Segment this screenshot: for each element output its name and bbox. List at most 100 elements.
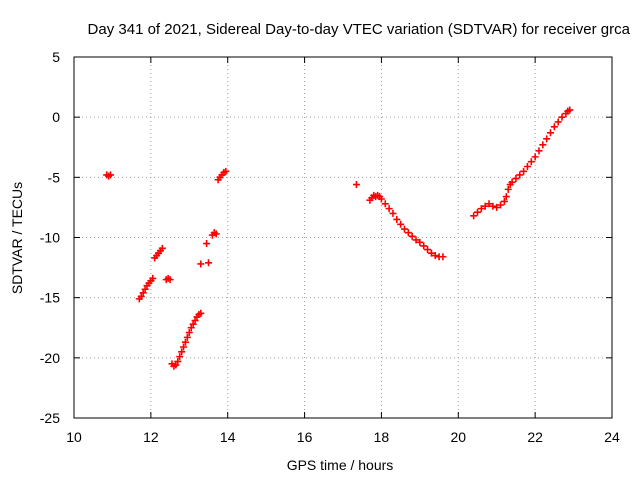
data-point <box>185 329 193 337</box>
data-point <box>531 153 539 161</box>
data-point <box>187 324 195 332</box>
chart-title: Day 341 of 2021, Sidereal Day-to-day VTE… <box>88 21 631 38</box>
data-point <box>205 259 212 267</box>
data-point <box>566 106 574 114</box>
y-tick-label: -15 <box>40 290 60 306</box>
data-point <box>178 348 186 356</box>
data-point <box>554 118 562 126</box>
data-point <box>174 357 182 365</box>
data-point <box>481 202 489 210</box>
data-point <box>543 135 551 143</box>
series-seg10 <box>366 191 447 261</box>
data-point <box>550 123 558 131</box>
data-point <box>352 181 360 189</box>
data-point <box>397 220 405 228</box>
data-point <box>107 171 115 179</box>
data-point <box>139 289 147 297</box>
data-point <box>427 249 435 257</box>
data-point <box>527 158 535 166</box>
data-point <box>516 171 524 179</box>
data-point <box>393 215 401 223</box>
series-seg4 <box>162 274 174 284</box>
data-point <box>400 225 408 233</box>
y-tick-label: 5 <box>52 49 60 65</box>
data-point <box>431 252 439 260</box>
data-point <box>470 212 478 220</box>
axis-ticks: 10 12 14 16 18 20 22 24 5 0 -5 -10 -15 -20 -25 <box>40 49 620 445</box>
data-point <box>477 205 485 213</box>
data-point <box>502 193 510 201</box>
y-tick-label: -25 <box>40 410 60 426</box>
series-seg2 <box>135 274 157 303</box>
data-point <box>404 229 412 237</box>
y-tick-label: -5 <box>48 169 61 185</box>
data-point <box>420 242 428 250</box>
data-point <box>512 175 520 183</box>
data-point <box>523 163 531 171</box>
data-point <box>504 185 512 193</box>
data-point <box>424 246 432 254</box>
y-tick-label: -10 <box>40 230 60 246</box>
data-point <box>385 205 393 213</box>
data-point <box>141 285 149 293</box>
data-point <box>497 201 505 209</box>
series-seg9 <box>352 181 360 189</box>
data-point <box>189 320 197 328</box>
data-point <box>489 202 497 210</box>
data-point <box>166 276 174 284</box>
data-point <box>474 208 481 216</box>
data-point <box>389 209 397 217</box>
series-seg6 <box>197 240 212 268</box>
series-seg7 <box>208 229 220 239</box>
data-point <box>183 333 191 341</box>
data-point <box>381 200 389 208</box>
x-tick-label: 10 <box>66 429 82 445</box>
data-point <box>222 167 230 175</box>
y-tick-label: -20 <box>40 350 60 366</box>
x-tick-label: 20 <box>450 429 466 445</box>
data-point <box>520 167 528 175</box>
series-seg3 <box>151 244 166 262</box>
data-point <box>197 260 205 268</box>
data-point <box>137 292 145 300</box>
series-seg1 <box>103 171 115 180</box>
data-point <box>558 113 566 121</box>
data-point <box>212 230 220 238</box>
data-point <box>412 236 420 244</box>
data-point <box>149 274 157 282</box>
data-point <box>176 353 184 361</box>
data-point <box>547 129 555 137</box>
data-point <box>535 147 543 155</box>
series-seg11 <box>470 106 574 220</box>
x-tick-label: 12 <box>143 429 159 445</box>
data-point <box>203 240 211 248</box>
y-tick-label: 0 <box>52 109 60 125</box>
data-point <box>485 200 493 208</box>
data-point <box>416 238 424 246</box>
data-point <box>158 244 166 252</box>
x-tick-label: 14 <box>220 429 236 445</box>
grid-lines <box>74 57 612 418</box>
data-point <box>408 232 416 240</box>
x-tick-label: 16 <box>297 429 313 445</box>
data-point <box>377 195 385 203</box>
data-point <box>508 178 516 186</box>
series-seg8 <box>214 167 230 184</box>
x-tick-label: 22 <box>527 429 543 445</box>
data-point <box>539 141 547 149</box>
data-point <box>493 203 501 211</box>
x-tick-label: 18 <box>374 429 390 445</box>
x-axis-label: GPS time / hours <box>287 457 394 473</box>
data-point <box>181 338 189 346</box>
series-seg5 <box>168 309 205 370</box>
data-point <box>439 253 447 261</box>
data-point <box>180 343 188 351</box>
data-point <box>197 309 205 317</box>
y-axis-label: SDTVAR / TECUs <box>9 182 25 294</box>
data-point <box>172 361 180 369</box>
data-point <box>191 317 199 325</box>
data-point <box>500 197 508 205</box>
data-points <box>103 106 574 370</box>
x-tick-label: 24 <box>604 429 620 445</box>
